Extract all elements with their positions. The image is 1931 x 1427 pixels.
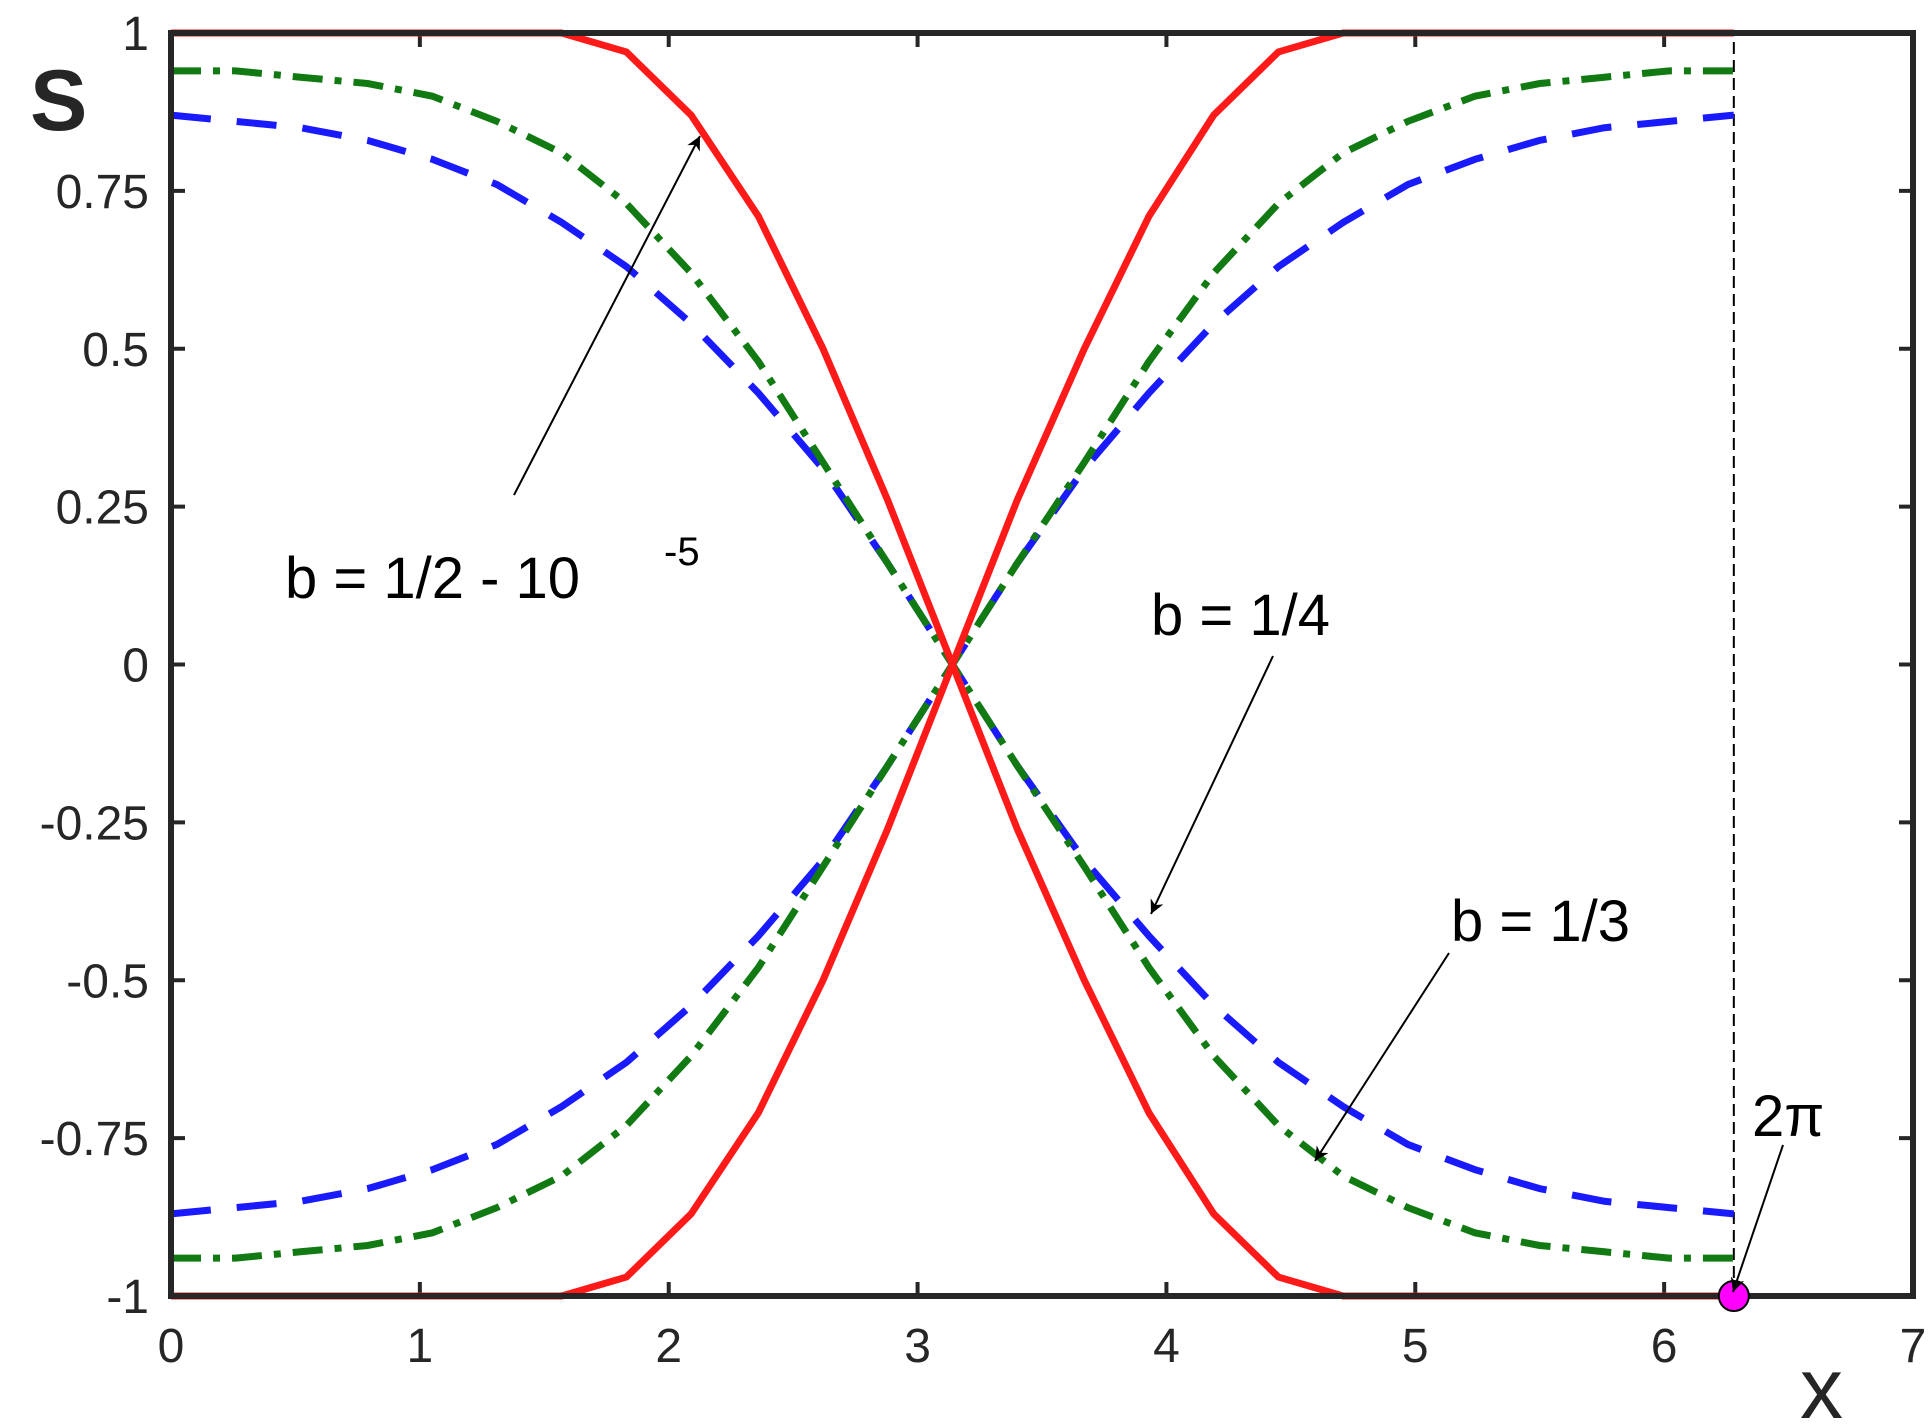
x-tick-label: 2 — [655, 1320, 682, 1373]
annotation-arrow — [1730, 1144, 1784, 1293]
y-tick-label: 0.75 — [56, 166, 149, 219]
y-tick-label: -1 — [106, 1271, 149, 1324]
annotation: b = 1/2 - 10 — [285, 546, 580, 611]
data-line — [171, 29, 1734, 1300]
x-tick-label: 1 — [407, 1320, 434, 1373]
x-tick-label: 7 — [1900, 1320, 1927, 1373]
annotation: b = 1/4 — [1151, 583, 1330, 648]
x-tick-label: 6 — [1651, 1320, 1678, 1373]
x-tick-label: 0 — [158, 1320, 185, 1373]
y-tick-label: -0.25 — [40, 797, 149, 850]
y-tick-label: -0.5 — [66, 955, 149, 1008]
y-tick-label: 0.25 — [56, 482, 149, 535]
y-axis-label: S — [30, 53, 87, 149]
annotation: b = 1/3 — [1451, 889, 1630, 954]
y-tick-label: 1 — [122, 8, 149, 61]
annotation: 2π — [1752, 1084, 1824, 1149]
annotation-arrow — [513, 135, 701, 496]
annotation-superscript: -5 — [664, 530, 700, 574]
x-tick-label: 5 — [1402, 1320, 1429, 1373]
y-tick-label: -0.75 — [40, 1113, 149, 1166]
y-tick-label: 0 — [122, 640, 149, 693]
annotation-arrow — [1150, 655, 1274, 915]
point — [1717, 1280, 1750, 1312]
x-tick-label: 3 — [904, 1320, 931, 1373]
annotation-arrow — [1314, 952, 1450, 1162]
x-tick-label: 4 — [1153, 1320, 1180, 1373]
y-tick-label: 0.5 — [82, 324, 149, 377]
x-axis-label: x — [1800, 1341, 1843, 1427]
plot-frame — [168, 30, 1916, 1299]
